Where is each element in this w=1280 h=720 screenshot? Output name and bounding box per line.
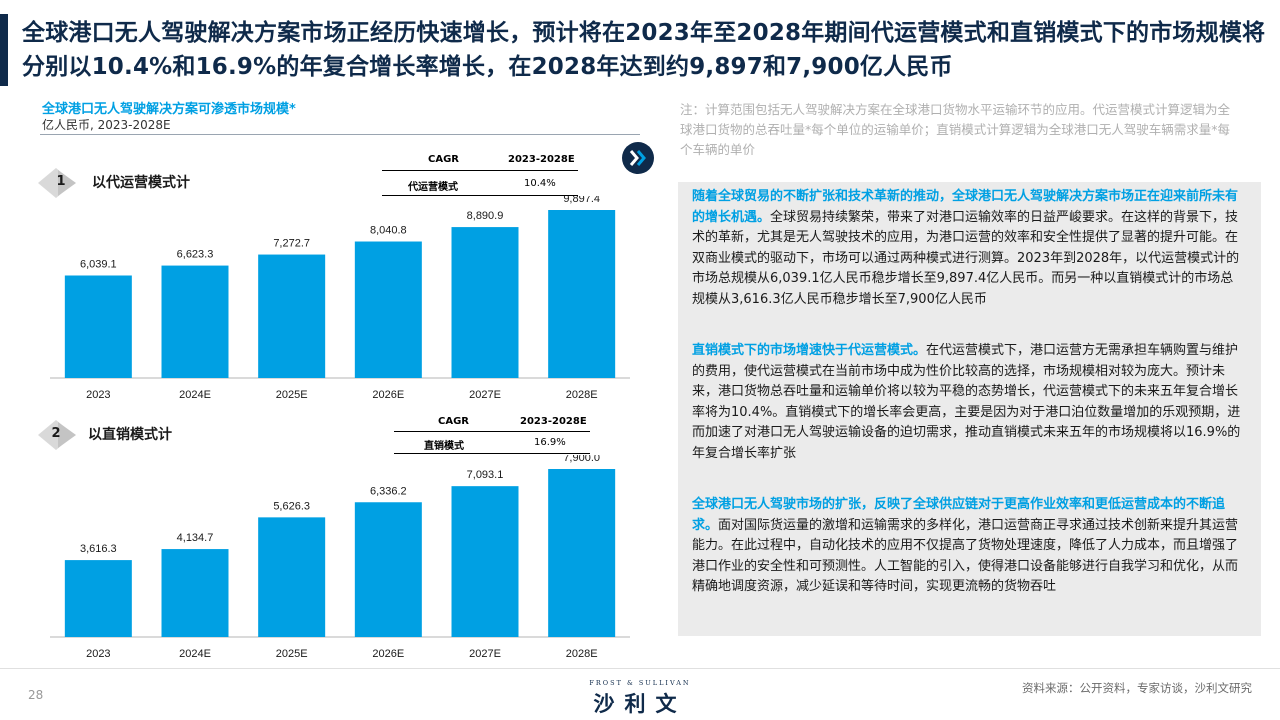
section-1-marker [38, 168, 76, 198]
cagr-1-header-period: 2023-2028E [508, 154, 575, 165]
cagr-1-header-label: CAGR [428, 154, 459, 165]
x-tick-label: 2026E [372, 389, 404, 401]
paragraph-3-highlight: 全球港口无人驾驶市场的扩张，反映了全球供应链对于更高作业效率和更低运营成本的不断… [692, 497, 1226, 533]
chart-divider [40, 134, 640, 135]
data-label: 7,900.0 [563, 455, 600, 464]
data-label: 6,623.3 [177, 249, 214, 261]
cagr-1-rule [382, 170, 578, 171]
paragraph-2: 直销模式下的市场增速快于代运营模式。在代运营模式下，港口运营方无需承担车辆购置与… [692, 341, 1244, 464]
title-accent-bar [0, 14, 8, 86]
bar [258, 254, 326, 378]
x-tick-label: 2024E [179, 389, 211, 401]
logo-wordmark: FROST & SULLIVAN [589, 679, 691, 687]
x-tick-label: 2024E [179, 648, 211, 660]
data-label: 8,890.9 [467, 210, 504, 222]
page-number: 28 [28, 688, 44, 702]
footer-divider [0, 668, 1280, 669]
paragraph-3: 全球港口无人驾驶市场的扩张，反映了全球供应链对于更高作业效率和更低运营成本的不断… [692, 495, 1244, 598]
bar [354, 241, 422, 378]
chart-agency-mode: 6,039.1 2023 6,623.3 2024E 7,272.7 2025E 8,040… [50, 196, 630, 401]
section-2-label: 以直销模式计 [88, 427, 172, 443]
bar [451, 486, 519, 637]
x-tick-label: 2028E [566, 648, 598, 660]
bar [548, 210, 616, 378]
paragraph-2-body: 在代运营模式下，港口运营方无需承担车辆购置与维护的费用，使代运营模式在当前市场中… [692, 343, 1241, 461]
data-label: 8,040.8 [370, 225, 407, 237]
cagr-2-rule-bottom [394, 453, 590, 454]
section-2-marker [38, 420, 76, 450]
section-2-number: 2 [51, 426, 61, 441]
source-note: 资料来源：公开资料，专家访谈，沙利文研究 [1022, 681, 1252, 695]
cagr-2-header-period: 2023-2028E [520, 416, 587, 427]
page-title: 全球港口无人驾驶解决方案市场正经历快速增长，预计将在2023年至2028年期间代… [22, 20, 1266, 80]
bar [161, 549, 229, 637]
bar [548, 469, 616, 637]
x-tick-label: 2025E [276, 389, 308, 401]
x-tick-label: 2028E [566, 389, 598, 401]
x-tick-label: 2027E [469, 389, 501, 401]
data-label: 7,093.1 [467, 469, 504, 481]
data-label: 3,616.3 [80, 543, 117, 555]
cagr-1-row-label: 代运营模式 [408, 182, 458, 193]
chart-direct-sales-mode: 3,616.3 2023 4,134.7 2024E 5,626.3 2025E 6,336… [50, 455, 630, 660]
bar [258, 517, 326, 637]
x-tick-label: 2025E [276, 648, 308, 660]
section-1-label: 以代运营模式计 [92, 175, 190, 191]
bar [161, 265, 229, 378]
data-label: 7,272.7 [273, 238, 310, 250]
x-tick-label: 2027E [469, 648, 501, 660]
paragraph-2-highlight: 直销模式下的市场增速快于代运营模式。 [692, 343, 927, 358]
footnote: 注：计算范围包括无人驾驶解决方案在全球港口货物水平运输环节的应用。代运营模式计算… [680, 102, 1231, 157]
data-label: 6,336.2 [370, 485, 407, 497]
x-tick-label: 2023 [86, 389, 110, 401]
chart-title: 全球港口无人驾驶解决方案可渗透市场规模* [42, 102, 296, 117]
cagr-2-rule [394, 431, 590, 432]
data-label: 4,134.7 [177, 532, 214, 544]
section-1-number: 1 [56, 174, 66, 189]
paragraph-3-body: 面对国际货运量的激增和运输需求的多样化，港口运营商正寻求通过技术创新来提升其运营… [692, 517, 1239, 595]
cagr-1-rule-bottom [382, 195, 578, 196]
cagr-1-row-value: 10.4% [524, 178, 556, 189]
chart-unit: 亿人民币, 2023-2028E [42, 118, 171, 132]
x-tick-label: 2026E [372, 648, 404, 660]
double-chevron-right-icon [629, 150, 646, 166]
x-tick-label: 2023 [86, 648, 110, 660]
bar [64, 275, 132, 378]
bar [451, 227, 519, 378]
next-button[interactable] [622, 142, 654, 174]
cagr-2-row-value: 16.9% [534, 437, 566, 448]
logo: 沙利文 [593, 692, 687, 716]
paragraph-1-highlight: 随着全球贸易的不断扩张和技术革新的推动，全球港口无人驾驶解决方案市场正在迎来前所… [692, 189, 1239, 225]
bar [64, 560, 132, 637]
data-label: 9,897.4 [563, 196, 600, 205]
data-label: 5,626.3 [273, 500, 310, 512]
paragraph-1-body: 全球贸易持续繁荣，带来了对港口运输效率的日益严峻要求。在这样的背景下，技术的革新… [692, 209, 1240, 307]
bar [354, 502, 422, 637]
paragraph-1: 随着全球贸易的不断扩张和技术革新的推动，全球港口无人驾驶解决方案市场正在迎来前所… [692, 187, 1244, 310]
data-label: 6,039.1 [80, 258, 117, 270]
cagr-2-header-label: CAGR [438, 416, 469, 427]
cagr-2-row-label: 直销模式 [424, 441, 464, 452]
analysis-panel [678, 182, 1261, 636]
